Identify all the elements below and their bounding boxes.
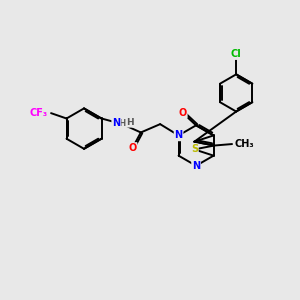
Text: H: H — [118, 119, 126, 128]
Text: O: O — [128, 143, 136, 153]
Text: Cl: Cl — [231, 49, 242, 59]
Text: N: N — [112, 118, 120, 128]
Text: S: S — [191, 144, 198, 154]
Text: H: H — [126, 118, 134, 127]
Text: N: N — [192, 161, 200, 171]
Text: N: N — [175, 130, 183, 140]
Text: CH₃: CH₃ — [235, 139, 254, 149]
Text: O: O — [178, 108, 187, 118]
Text: CF₃: CF₃ — [29, 108, 48, 118]
